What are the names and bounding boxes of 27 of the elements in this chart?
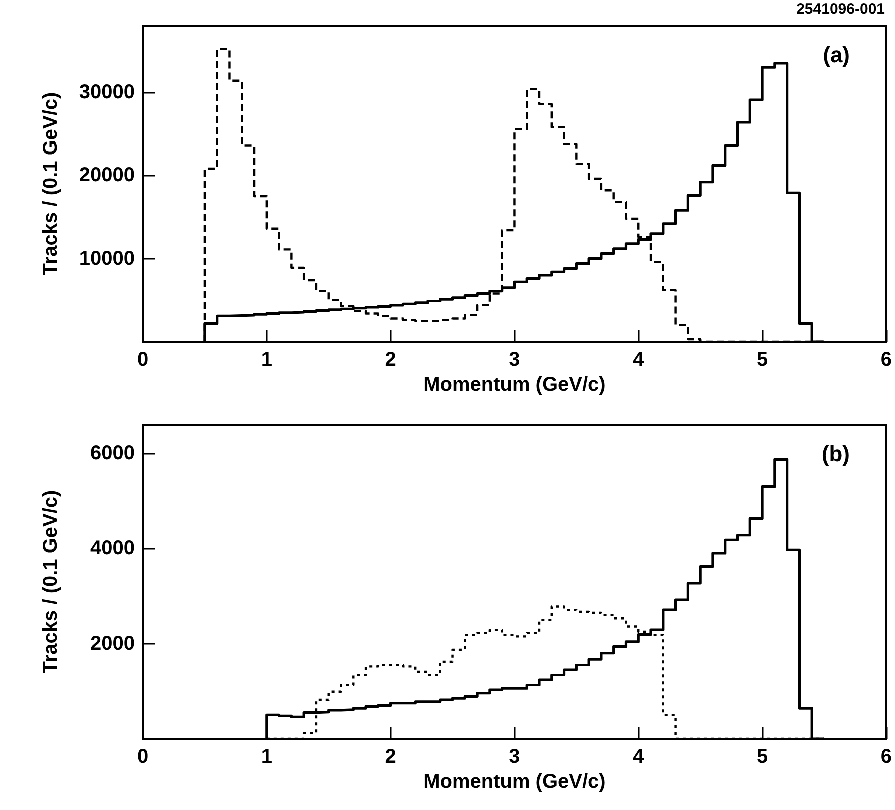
y-tick-label: 6000 (90, 442, 135, 465)
annotation: (b) (822, 442, 850, 466)
x-tick-label: 4 (633, 349, 646, 371)
x-tick-label: 0 (137, 349, 149, 371)
y-axis-title: Tracks / (0.1 GeV/c) (40, 92, 62, 276)
x-tick-label: 0 (137, 746, 149, 768)
y-tick-label: 20000 (79, 164, 135, 187)
x-axis-title: Momentum (GeV/c) (424, 770, 606, 793)
x-tick-label: 4 (633, 746, 646, 768)
text: 2541096-001 (796, 1, 886, 18)
x-tick-label: 6 (880, 746, 892, 768)
x-tick-label: 5 (756, 746, 768, 768)
y-axis-title: Tracks / (0.1 GeV/c) (40, 490, 62, 674)
x-tick-label: 3 (509, 349, 520, 371)
x-tick-label: 3 (509, 746, 520, 768)
y-tick-label: 10000 (79, 248, 135, 270)
x-tick-label: 2 (385, 746, 396, 768)
x-tick-label: 2 (385, 349, 396, 371)
x-tick-label: 1 (261, 349, 272, 371)
x-tick-label: 1 (261, 746, 272, 768)
x-tick-label: 6 (880, 349, 892, 371)
x-tick-label: 5 (756, 349, 768, 371)
y-tick-label: 4000 (90, 538, 135, 560)
annotation: (a) (823, 42, 850, 68)
y-tick-label: 30000 (79, 82, 135, 104)
x-axis-title: Momentum (GeV/c) (424, 374, 606, 396)
y-tick-label: 2000 (90, 632, 135, 655)
